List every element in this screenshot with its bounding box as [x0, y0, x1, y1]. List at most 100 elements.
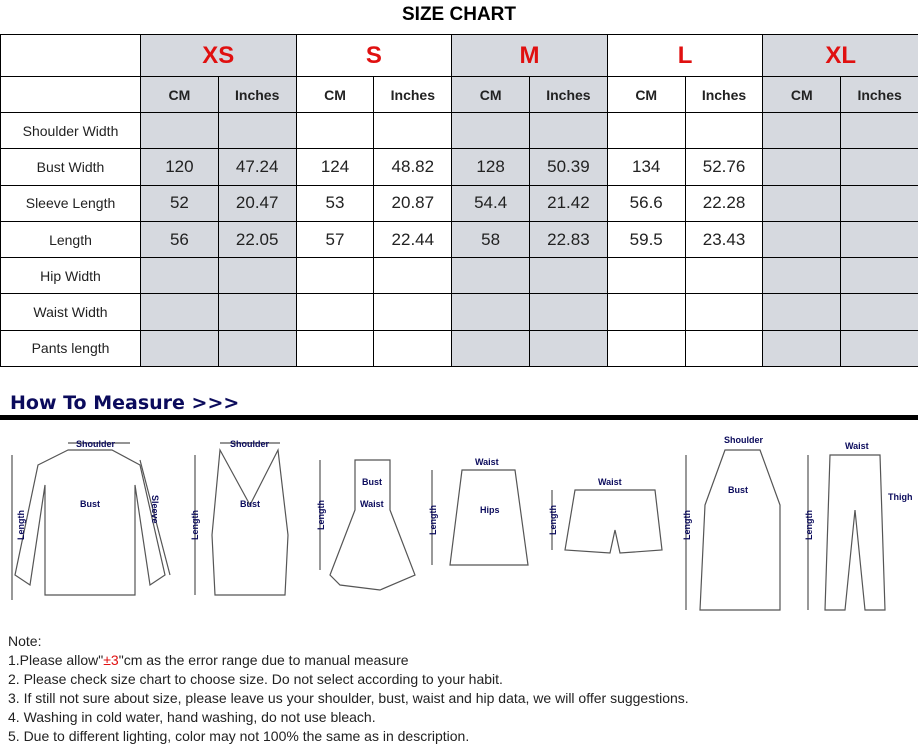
value-cell — [529, 257, 608, 295]
size-header-s: S — [295, 34, 453, 77]
unit-header: CM — [762, 76, 842, 113]
value-cell — [451, 111, 531, 150]
value-cell: 58 — [451, 220, 531, 259]
table-row: Pants length — [0, 329, 918, 368]
value-cell — [295, 111, 375, 150]
svg-text:Length: Length — [804, 510, 814, 540]
value-cell — [840, 184, 918, 222]
value-cell — [295, 329, 375, 368]
value-cell: 128 — [451, 148, 531, 186]
note-1: 1.Please allow"±3"cm as the error range … — [8, 652, 409, 668]
svg-text:Length: Length — [548, 505, 558, 535]
row-label: Pants length — [0, 329, 141, 368]
value-cell — [684, 257, 764, 295]
how-to-measure-heading: How To Measure >>> — [10, 392, 240, 414]
size-header-m: M — [451, 34, 608, 77]
row-label: Bust Width — [0, 148, 141, 186]
value-cell — [606, 257, 686, 295]
measure-illustrations: Shoulder Bust Length Sleeve Shoulder Bus… — [11, 435, 913, 611]
value-cell — [840, 257, 918, 295]
value-cell — [529, 293, 608, 331]
svg-text:Bust: Bust — [728, 485, 748, 495]
svg-text:Waist: Waist — [475, 457, 499, 467]
value-cell: 22.28 — [684, 184, 764, 222]
value-cell — [373, 329, 453, 368]
value-cell — [140, 329, 219, 368]
note-3: 3. If still not sure about size, please … — [8, 690, 689, 706]
value-cell — [762, 184, 842, 222]
value-cell — [451, 257, 531, 295]
bust-label: Bust — [80, 499, 100, 509]
table-row: Bust Width 120 47.24 124 48.82 128 50.39 134 52.… — [0, 148, 918, 186]
row-label: Shoulder Width — [0, 111, 141, 150]
value-cell: 120 — [140, 148, 219, 186]
value-cell: 56.6 — [606, 184, 686, 222]
value-cell — [762, 148, 842, 186]
value-cell: 57 — [295, 220, 375, 259]
value-cell — [684, 111, 764, 150]
unit-header: CM — [295, 76, 375, 113]
svg-text:Shoulder: Shoulder — [230, 439, 269, 449]
value-cell: 134 — [606, 148, 686, 186]
value-cell — [840, 220, 918, 259]
value-cell: 20.87 — [373, 184, 453, 222]
value-cell — [840, 111, 918, 150]
skirt-illustration: Waist Hips Length — [428, 457, 529, 566]
value-cell — [217, 111, 297, 150]
table-row: Sleeve Length 52 20.47 53 20.87 54.4 21.42 56.6… — [0, 184, 918, 222]
value-cell — [295, 293, 375, 331]
row-label: Waist Width — [0, 293, 141, 331]
value-cell — [373, 257, 453, 295]
value-cell: 47.24 — [217, 148, 297, 186]
value-cell: 50.39 — [529, 148, 608, 186]
value-cell — [762, 293, 842, 331]
size-header-row: XS S M L XL — [0, 34, 918, 77]
corner-cell — [0, 76, 141, 113]
value-cell: 22.83 — [529, 220, 608, 259]
note-5: 5. Due to different lighting, color may … — [8, 728, 470, 744]
svg-text:Waist: Waist — [598, 477, 622, 487]
coat-illustration: Shoulder Bust Length — [682, 435, 781, 611]
value-cell — [451, 293, 531, 331]
unit-header: Inches — [529, 76, 608, 113]
shoulder-label: Shoulder — [76, 439, 115, 449]
value-cell: 22.05 — [217, 220, 297, 259]
row-label: Sleeve Length — [0, 184, 141, 222]
value-cell: 48.82 — [373, 148, 453, 186]
value-cell — [840, 329, 918, 368]
value-cell — [373, 293, 453, 331]
value-cell: 23.43 — [684, 220, 764, 259]
shorts-illustration: Waist Length — [548, 477, 663, 554]
value-cell: 21.42 — [529, 184, 608, 222]
unit-header: CM — [606, 76, 686, 113]
value-cell — [762, 257, 842, 295]
value-cell — [606, 329, 686, 368]
svg-text:Length: Length — [682, 510, 692, 540]
value-cell — [217, 329, 297, 368]
value-cell: 124 — [295, 148, 375, 186]
value-cell — [140, 293, 219, 331]
value-cell — [140, 111, 219, 150]
value-cell — [840, 148, 918, 186]
value-cell: 20.47 — [217, 184, 297, 222]
note-2: 2. Please check size chart to choose siz… — [8, 671, 503, 687]
svg-text:Bust: Bust — [362, 477, 382, 487]
svg-text:Length: Length — [190, 510, 200, 540]
unit-header: CM — [140, 76, 219, 113]
svg-text:Shoulder: Shoulder — [724, 435, 763, 445]
svg-text:Bust: Bust — [240, 499, 260, 509]
value-cell — [684, 293, 764, 331]
notes-heading: Note: — [8, 633, 42, 649]
size-header-xl: XL — [762, 34, 918, 77]
length-label: Length — [16, 510, 26, 540]
note-4: 4. Washing in cold water, hand washing, … — [8, 709, 376, 725]
value-cell — [451, 329, 531, 368]
value-cell: 54.4 — [451, 184, 531, 222]
value-cell — [762, 111, 842, 150]
unit-header: Inches — [217, 76, 297, 113]
size-header-l: L — [606, 34, 764, 77]
value-cell: 59.5 — [606, 220, 686, 259]
value-cell — [217, 257, 297, 295]
unit-header: CM — [451, 76, 531, 113]
table-row: Hip Width — [0, 257, 918, 295]
